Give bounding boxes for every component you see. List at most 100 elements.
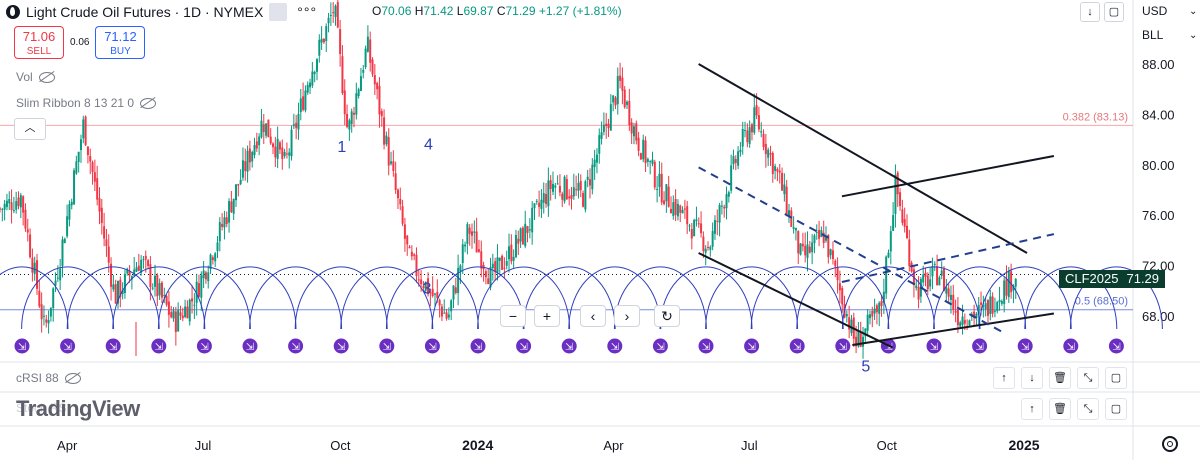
collapse-indicators-button[interactable]: ︿ bbox=[14, 118, 46, 140]
indicator-ribbon[interactable]: Slim Ribbon 8 13 21 0 bbox=[16, 96, 157, 110]
candle-body bbox=[614, 97, 617, 106]
cycle-arc bbox=[705, 266, 799, 330]
candle-body bbox=[197, 283, 200, 297]
candle-body bbox=[281, 147, 284, 160]
header-toggle-icon[interactable] bbox=[269, 3, 288, 21]
cycle-marker-arrow: ⇲ bbox=[474, 342, 483, 353]
wave-label: 1 bbox=[337, 139, 346, 156]
maximize-icon[interactable]: ▢ bbox=[1104, 2, 1124, 22]
candle-body bbox=[878, 302, 881, 314]
candle-body bbox=[466, 224, 469, 244]
candle-body bbox=[285, 153, 288, 155]
cycle-marker-icon bbox=[14, 338, 30, 354]
candle-body bbox=[621, 77, 624, 91]
candle-body bbox=[359, 76, 362, 92]
candle-body bbox=[299, 98, 302, 113]
candle-body bbox=[947, 288, 950, 297]
candle-body bbox=[322, 38, 325, 43]
low-value: 69.87 bbox=[463, 4, 494, 18]
candle-body bbox=[38, 290, 41, 307]
candle-body bbox=[380, 111, 383, 117]
candle-body bbox=[792, 227, 795, 229]
reset-chart-button[interactable]: ↻ bbox=[654, 305, 680, 327]
chevron-down-icon[interactable]: ⌄ bbox=[1189, 6, 1198, 17]
candle-body bbox=[440, 306, 443, 317]
cycle-marker-icon bbox=[60, 338, 76, 354]
collapse-pane-icon[interactable]: ⤡ bbox=[1077, 367, 1099, 389]
hidden-eye-icon[interactable] bbox=[38, 71, 55, 83]
scroll-left-button[interactable]: ‹ bbox=[580, 305, 606, 327]
unit-label[interactable]: BLL bbox=[1142, 28, 1164, 42]
delete-icon[interactable]: 🗑 bbox=[1049, 367, 1071, 389]
collapse-pane-icon[interactable]: ⤡ bbox=[1077, 398, 1099, 420]
candle-body bbox=[283, 151, 286, 157]
indicator-crsi[interactable]: cRSI 88 bbox=[16, 371, 81, 385]
candle-body bbox=[880, 300, 883, 307]
chevron-down-icon[interactable]: ⌄ bbox=[1189, 30, 1198, 41]
candle-body bbox=[723, 206, 726, 209]
candle-body bbox=[223, 217, 226, 228]
candle-body bbox=[450, 300, 453, 312]
candle-body bbox=[924, 272, 927, 277]
buy-button[interactable]: 71.12 BUY bbox=[95, 26, 146, 59]
candle-body bbox=[686, 206, 689, 225]
close-label: C bbox=[496, 4, 506, 18]
move-up-icon[interactable]: ↑ bbox=[993, 367, 1015, 389]
move-down-icon[interactable]: ↓ bbox=[1021, 367, 1043, 389]
cycle-marker-arrow: ⇲ bbox=[975, 342, 984, 353]
candle-body bbox=[589, 179, 592, 186]
candle-body bbox=[427, 278, 430, 295]
candle-body bbox=[591, 164, 594, 190]
candle-body bbox=[75, 161, 78, 174]
candle-body bbox=[660, 173, 663, 203]
candle-body bbox=[915, 285, 918, 289]
candle-body bbox=[831, 250, 834, 259]
hidden-eye-icon[interactable] bbox=[140, 97, 157, 109]
maximize-pane-icon[interactable]: ▢ bbox=[1105, 398, 1127, 420]
candle-body bbox=[926, 275, 929, 290]
candle-body bbox=[545, 194, 548, 205]
zoom-out-button[interactable]: − bbox=[500, 305, 526, 327]
wave-label: 4 bbox=[424, 137, 433, 154]
indicator-vol[interactable]: Vol bbox=[16, 70, 55, 84]
arrow-down-icon[interactable]: ↓ bbox=[1080, 2, 1100, 22]
maximize-pane-icon[interactable]: ▢ bbox=[1105, 367, 1127, 389]
scroll-right-button[interactable]: › bbox=[614, 305, 640, 327]
candle-body bbox=[255, 141, 258, 149]
candle-body bbox=[665, 184, 668, 202]
move-up-icon[interactable]: ↑ bbox=[1021, 398, 1043, 420]
delete-icon[interactable]: 🗑 bbox=[1049, 398, 1071, 420]
candle-body bbox=[575, 189, 578, 191]
crsi-pane-controls: ↑ ↓ 🗑 ⤡ ▢ bbox=[993, 367, 1127, 389]
cycle-arc bbox=[203, 266, 297, 330]
candle-body bbox=[371, 59, 374, 75]
candle-body bbox=[709, 246, 712, 250]
hidden-eye-icon[interactable] bbox=[64, 372, 81, 384]
currency-label[interactable]: USD bbox=[1142, 4, 1168, 18]
trendline-lower-channel bbox=[698, 252, 894, 349]
candle-body bbox=[514, 235, 517, 258]
candle-body bbox=[982, 305, 985, 307]
zoom-in-button[interactable]: + bbox=[534, 305, 560, 327]
candle-body bbox=[973, 311, 976, 319]
symbol-title[interactable]: Light Crude Oil Futures · 1D · NYMEX bbox=[26, 4, 264, 20]
candle-body bbox=[674, 198, 677, 215]
candle-body bbox=[461, 244, 464, 264]
more-options-icon[interactable]: °°° bbox=[297, 4, 318, 20]
candle-body bbox=[459, 265, 462, 272]
candle-body bbox=[29, 234, 32, 258]
candle-body bbox=[26, 229, 29, 233]
candle-body bbox=[799, 243, 802, 255]
sell-button[interactable]: 71.06 SELL bbox=[14, 26, 64, 59]
indicator-stoch[interactable]: Stoch RSI bbox=[16, 401, 70, 415]
cycle-marker-icon bbox=[789, 338, 805, 354]
candle-body bbox=[813, 235, 816, 244]
candle-body bbox=[632, 126, 635, 137]
candle-body bbox=[160, 282, 163, 298]
candle-body bbox=[718, 205, 721, 223]
candle-body bbox=[746, 130, 749, 143]
settings-gear-icon[interactable] bbox=[1162, 436, 1178, 452]
candle-body bbox=[378, 85, 381, 115]
candle-body bbox=[764, 143, 767, 155]
